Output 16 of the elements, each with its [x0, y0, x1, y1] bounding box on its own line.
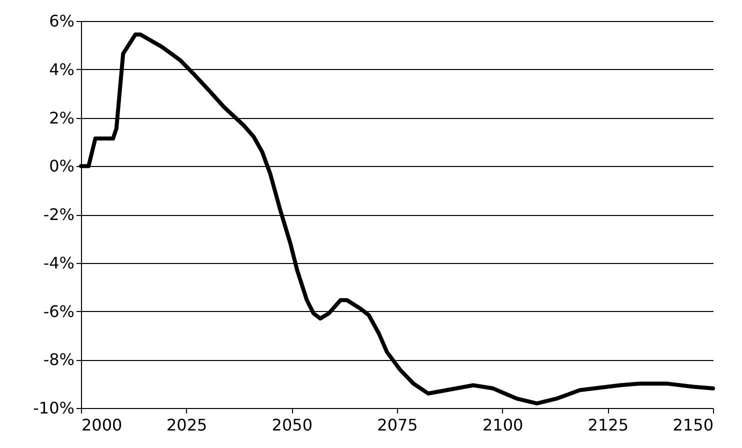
y-tick-label: -6%: [43, 302, 74, 321]
y-tick-label: 2%: [49, 108, 74, 128]
x-tick-label: 2075: [377, 416, 418, 434]
x-tick-label: 2050: [272, 416, 313, 434]
y-tick-label: 6%: [49, 12, 74, 30]
y-tick-label: 0%: [49, 156, 74, 176]
y-tick-label: -8%: [43, 350, 74, 370]
x-tick-label: 2000: [82, 416, 122, 434]
x-tick-label: 2025: [166, 416, 208, 434]
y-tick-label: 4%: [49, 60, 74, 79]
y-tick-label: -10%: [33, 398, 74, 418]
x-tick-label: 2150: [672, 416, 714, 434]
x-tick-label: 2100: [482, 416, 524, 434]
x-tick-label: 2125: [588, 416, 629, 434]
y-tick-label: -2%: [43, 205, 74, 224]
y-tick-label: -4%: [43, 253, 74, 272]
